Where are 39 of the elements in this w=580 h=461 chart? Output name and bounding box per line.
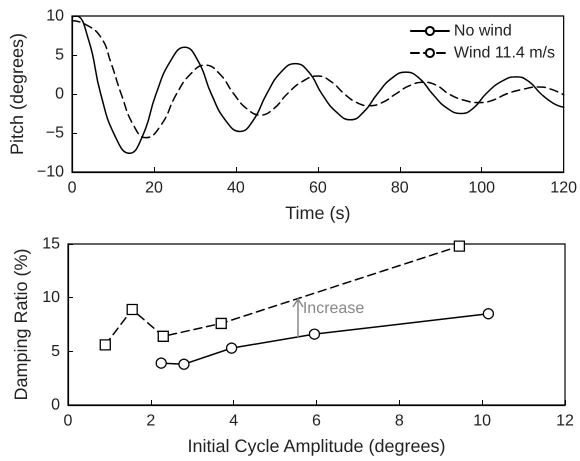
y-tick-label: −10 (36, 164, 64, 180)
y-tick-label: 15 (42, 236, 60, 252)
point (226, 342, 238, 354)
point (482, 308, 494, 320)
legend-label: Wind 11.4 m/s (454, 44, 556, 62)
point (216, 318, 227, 330)
y-tick-label: 0 (55, 86, 64, 102)
x-tick-label: 120 (550, 180, 578, 196)
annotation: Increase (302, 300, 364, 318)
x-tick-label: 4 (229, 412, 238, 430)
legend-label: No wind (454, 22, 512, 40)
y-tick-label: −5 (46, 124, 64, 142)
y-axis-title: Damping Ratio (%) (11, 248, 31, 401)
point (308, 328, 320, 340)
x-tick-label: 12 (556, 412, 574, 430)
point (178, 358, 190, 370)
y-tick-label: 0 (51, 396, 60, 414)
x-tick-label: 40 (227, 180, 245, 196)
x-tick-label: 6 (312, 412, 322, 430)
point (126, 304, 138, 316)
x-tick-label: 60 (308, 180, 327, 196)
y-tick-label: 10 (42, 289, 60, 306)
y-tick-label: 5 (55, 46, 64, 64)
x-axis-title: Time (s) (285, 203, 351, 223)
x-tick-label: 10 (473, 412, 492, 430)
x-tick-label: 0 (68, 180, 77, 196)
x-axis-title: Initial Cycle Amplitude (degrees) (187, 436, 446, 456)
y-tick-label: 5 (51, 342, 60, 360)
point (454, 240, 466, 252)
point (100, 339, 111, 351)
y-axis-title: Pitch (degrees) (7, 32, 27, 156)
x-tick-label: 8 (394, 412, 404, 430)
x-tick-label: 20 (145, 180, 163, 196)
x-tick-label: 2 (146, 412, 156, 430)
x-tick-label: 80 (390, 180, 409, 196)
x-tick-label: 100 (468, 180, 496, 196)
y-tick-label: 10 (46, 8, 64, 24)
point (156, 357, 167, 369)
point (158, 330, 169, 342)
